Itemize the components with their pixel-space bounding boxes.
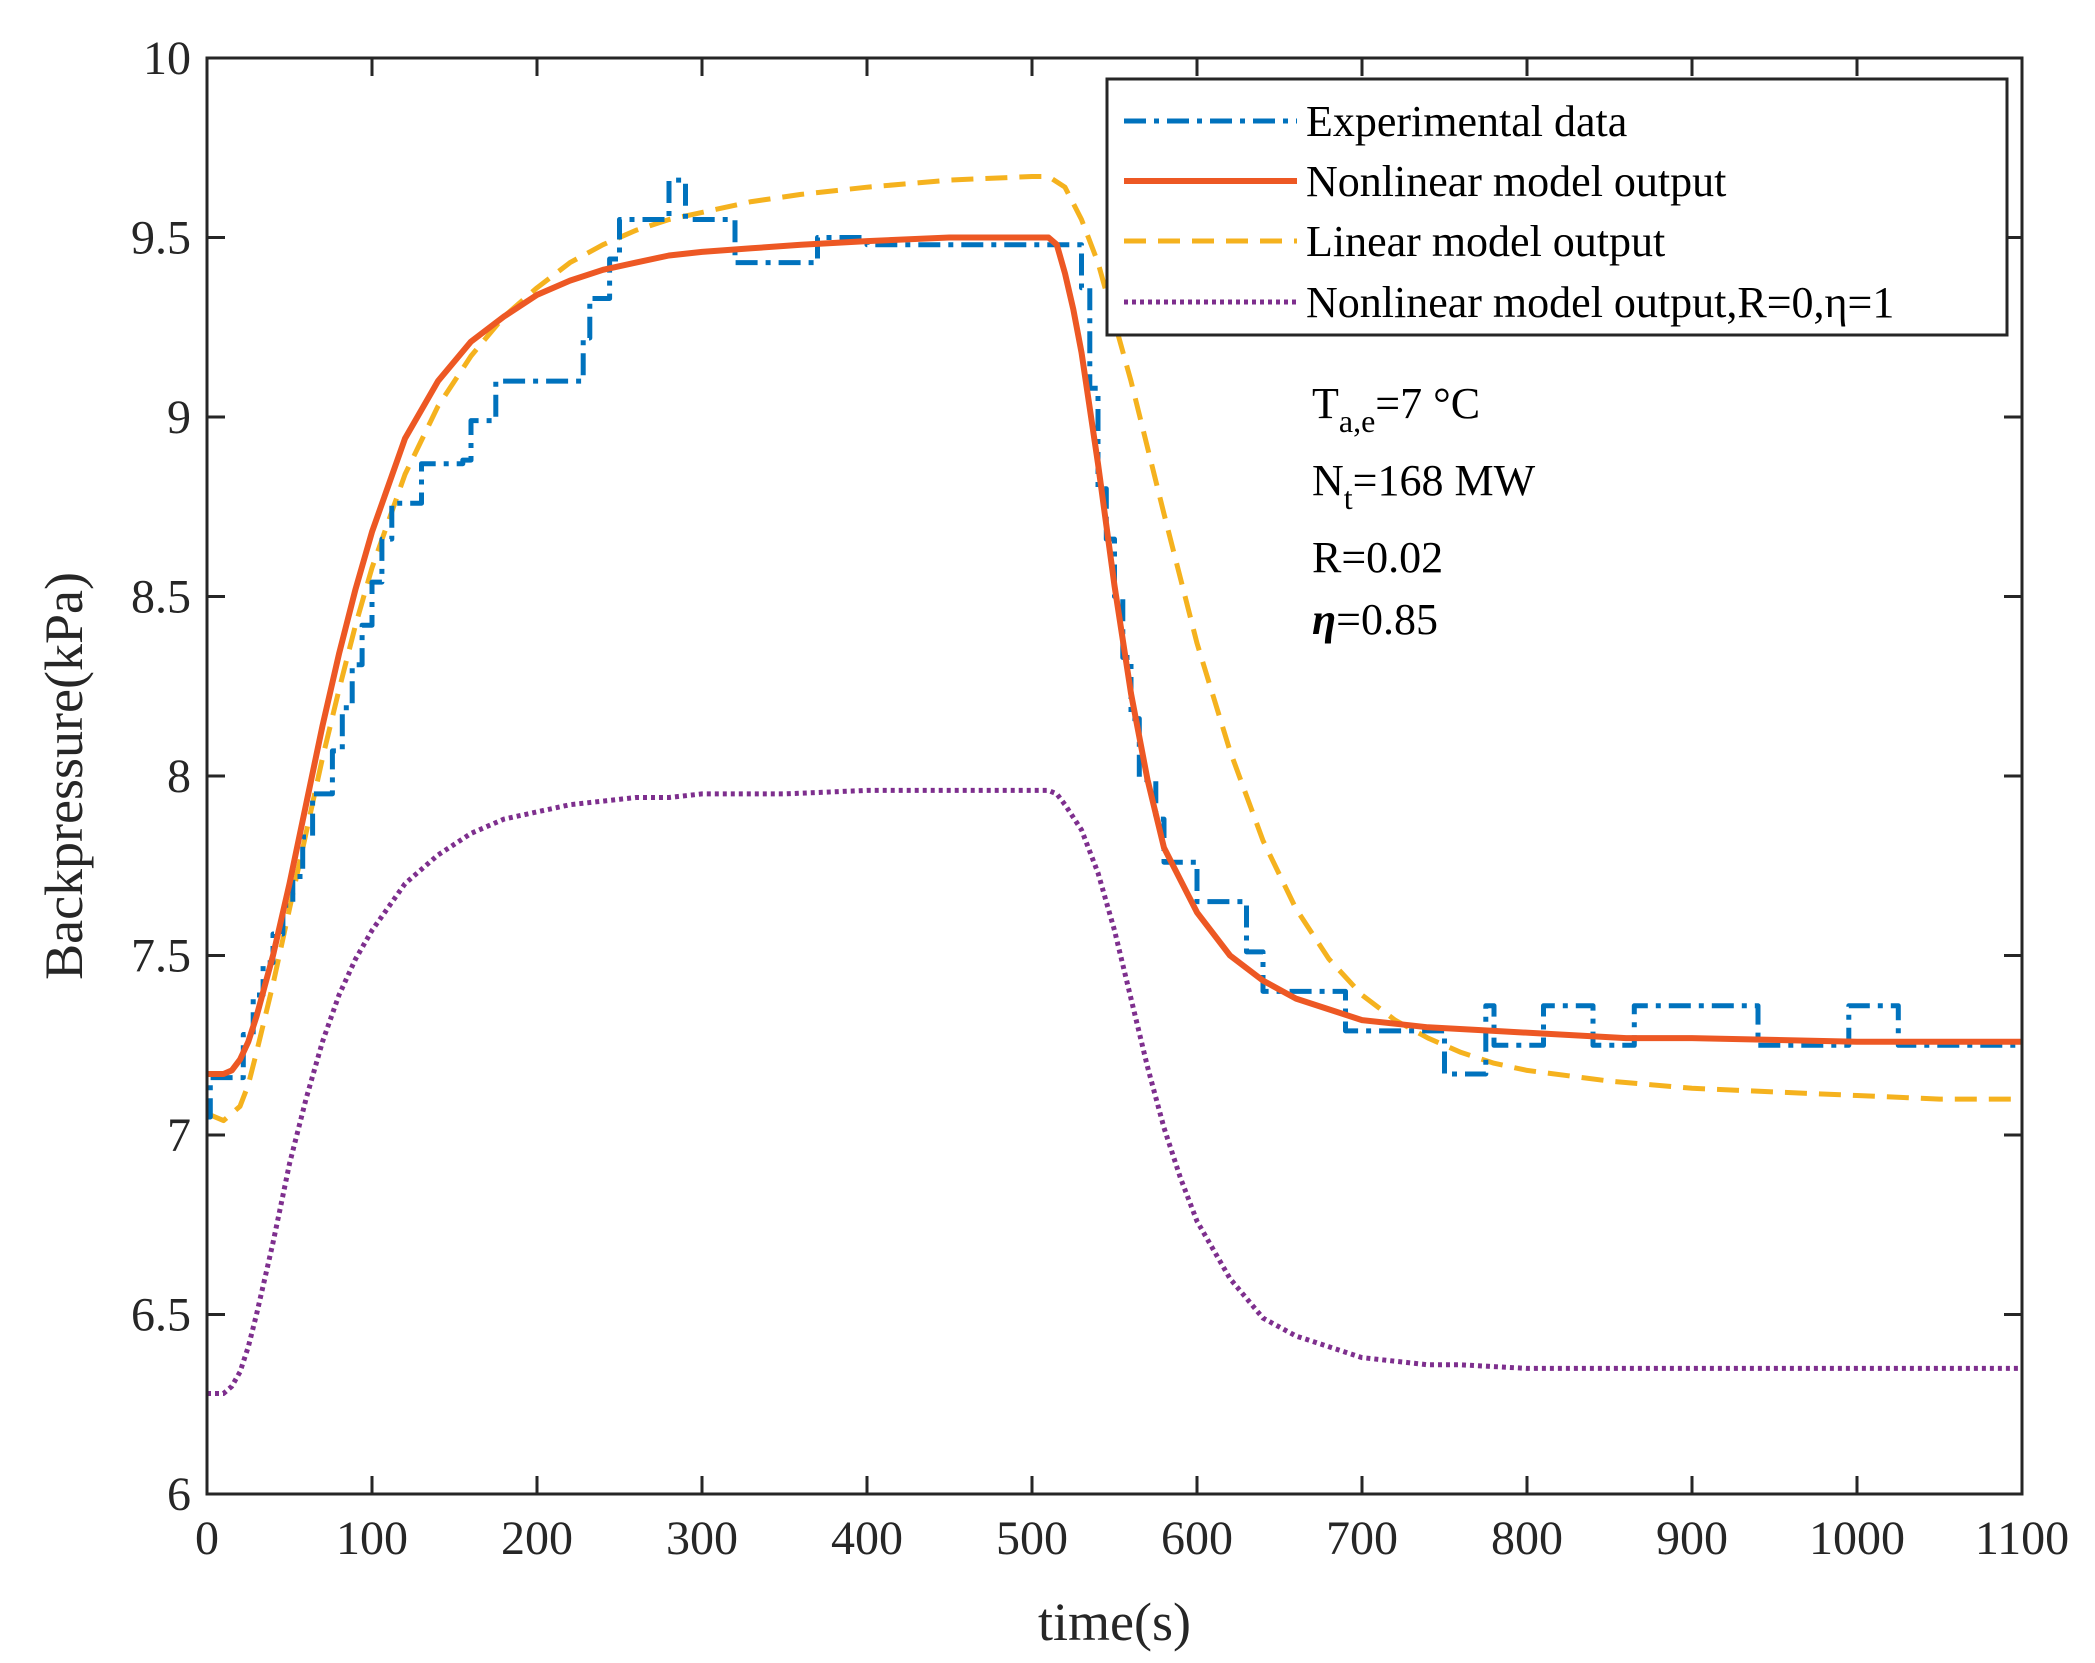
x-tick-label: 200: [501, 1512, 573, 1565]
annotation-turbine-power: Nt=168 MW: [1312, 456, 1536, 516]
annotation-block: Ta,e=7 °C Nt=168 MW R=0.02 η=0.85: [1312, 379, 1536, 644]
legend-label-linear: Linear model output: [1306, 217, 1665, 266]
y-axis-title: Backpressure(kPa): [34, 572, 94, 980]
x-tick-label: 600: [1161, 1512, 1233, 1565]
series-nonlinear-model: [207, 234, 2022, 1077]
legend: Experimental data Nonlinear model output…: [1105, 77, 2009, 337]
x-axis-title: time(s): [1038, 1592, 1191, 1652]
x-tick-label: 0: [195, 1512, 219, 1565]
y-tick-label: 10: [143, 32, 191, 85]
x-tick-label: 700: [1326, 1512, 1398, 1565]
y-tick-label: 9: [167, 391, 191, 444]
x-tick-label: 100: [336, 1512, 408, 1565]
x-tick-label: 300: [666, 1512, 738, 1565]
x-tick-label: 900: [1656, 1512, 1728, 1565]
legend-label-nonlinear: Nonlinear model output: [1306, 157, 1726, 206]
x-tick-label: 400: [831, 1512, 903, 1565]
y-tick-label: 6.5: [131, 1289, 191, 1342]
x-tick-label: 1100: [1975, 1512, 2069, 1565]
legend-label-nonlinear-ideal: Nonlinear model output,R=0,η=1: [1306, 278, 1894, 327]
legend-label-experimental: Experimental data: [1306, 97, 1627, 146]
x-tick-label: 500: [996, 1512, 1068, 1565]
ticks-layer: 0 100 200 300 400 500 600 700 800 900 1000 1100 6 6.5…: [131, 32, 2069, 1565]
x-tick-label: 800: [1491, 1512, 1563, 1565]
series-experimental-data: [207, 177, 2022, 1120]
annotation-eta-value: η=0.85: [1312, 595, 1438, 644]
annotation-ambient-temperature: Ta,e=7 °C: [1312, 379, 1480, 439]
series-layer: [207, 174, 2022, 1396]
series-linear-model: [207, 174, 2022, 1124]
annotation-r-value: R=0.02: [1312, 533, 1443, 582]
y-tick-label: 8.5: [131, 571, 191, 624]
y-tick-label: 7: [167, 1109, 191, 1162]
y-tick-label: 9.5: [131, 212, 191, 265]
y-tick-label: 6: [167, 1468, 191, 1521]
y-tick-label: 8: [167, 750, 191, 803]
y-tick-label: 7.5: [131, 930, 191, 983]
x-tick-label: 1000: [1809, 1512, 1905, 1565]
